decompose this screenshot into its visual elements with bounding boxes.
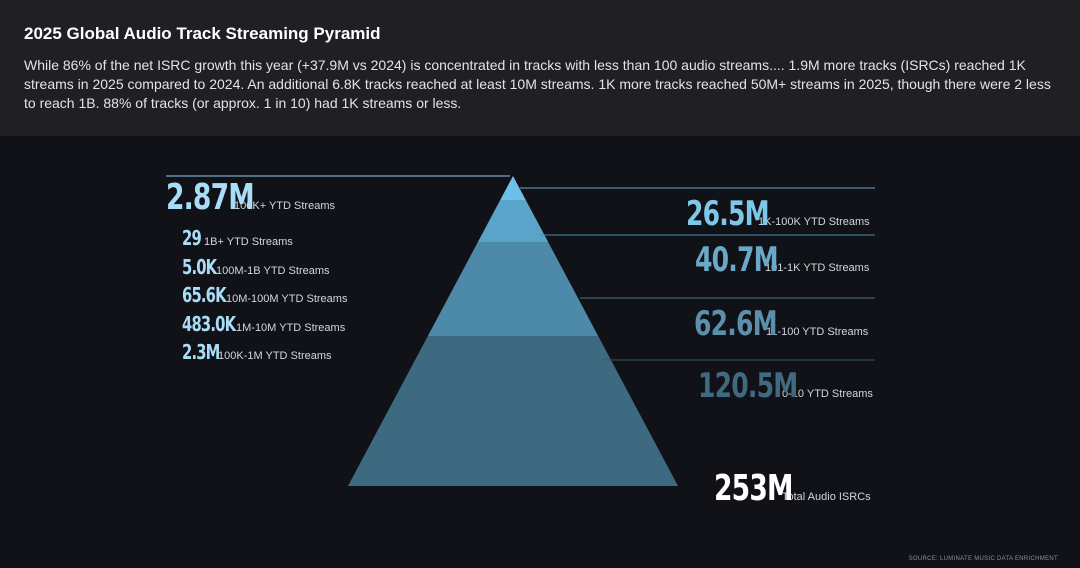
source-note: SOURCE: LUMINATE MUSIC DATA ENRICHMENT <box>908 556 1058 562</box>
tier-11-100-label: 62.6M 11-100 YTD Streams <box>694 304 868 344</box>
total-caption: Total Audio ISRCs <box>782 491 871 503</box>
total-label: 253M Total Audio ISRCs <box>714 468 871 509</box>
chart-title: 2025 Global Audio Track Streaming Pyrami… <box>24 24 381 43</box>
breakdown-10m-caption: 10M-100M YTD Streams <box>226 293 348 305</box>
breakdown-100m-caption: 100M-1B YTD Streams <box>216 265 330 277</box>
breakdown-100m-value: 5.0K <box>182 255 217 279</box>
tier-0-10-label: 120.5M 0-10 YTD Streams <box>698 366 873 406</box>
breakdown-1m-value: 483.0K <box>182 312 236 336</box>
breakdown-1b-value: 29 <box>182 226 202 250</box>
breakdown-100k-caption: 100K-1M YTD Streams <box>218 350 332 362</box>
pyramid-band-1k-100k <box>477 200 549 242</box>
chart-subtitle: While 86% of the net ISRC growth this ye… <box>24 57 1051 111</box>
pyramid-band-101-1k <box>427 242 599 336</box>
breakdown-1b-caption: 1B+ YTD Streams <box>204 236 293 248</box>
tier-0-10-caption: 0-10 YTD Streams <box>782 388 873 400</box>
tier-0-10-value: 120.5M <box>698 366 798 406</box>
breakdown-10m-value: 65.6K <box>182 283 227 307</box>
tier-101-1k-value: 40.7M <box>695 240 779 280</box>
breakdown-10m-label: 65.6K 10M-100M YTD Streams <box>182 283 347 307</box>
tier-1k-100k-label: 26.5M 1K-100K YTD Streams <box>686 194 870 234</box>
pyramid-band-100k-plus <box>500 176 526 200</box>
tier-1k-100k-value: 26.5M <box>686 194 770 234</box>
breakdown-100k-label: 2.3M 100K-1M YTD Streams <box>182 340 332 364</box>
breakdown-1m-label: 483.0K 1M-10M YTD Streams <box>182 312 345 336</box>
tier-11-100-caption: 11-100 YTD Streams <box>766 326 869 338</box>
tier-101-1k-caption: 101-1K YTD Streams <box>765 262 870 274</box>
breakdown-100k-value: 2.3M <box>182 340 220 364</box>
breakdown-100m-label: 5.0K 100M-1B YTD Streams <box>182 255 330 279</box>
top-group-caption: 100K+ YTD Streams <box>234 200 335 212</box>
tier-1k-100k-caption: 1K-100K YTD Streams <box>758 216 870 228</box>
header-panel: 2025 Global Audio Track Streaming Pyrami… <box>0 0 1080 136</box>
top-group-value: 2.87M <box>166 177 255 218</box>
breakdown-1m-caption: 1M-10M YTD Streams <box>236 322 346 334</box>
tier-101-1k-label: 40.7M 101-1K YTD Streams <box>695 240 869 280</box>
pyramid-band-0-100 <box>348 336 678 486</box>
total-value: 253M <box>714 468 793 509</box>
breakdown-1b-label: 29 1B+ YTD Streams <box>182 226 293 250</box>
tier-11-100-value: 62.6M <box>694 304 778 344</box>
top-group-label: 2.87M 100K+ YTD Streams <box>166 177 335 218</box>
